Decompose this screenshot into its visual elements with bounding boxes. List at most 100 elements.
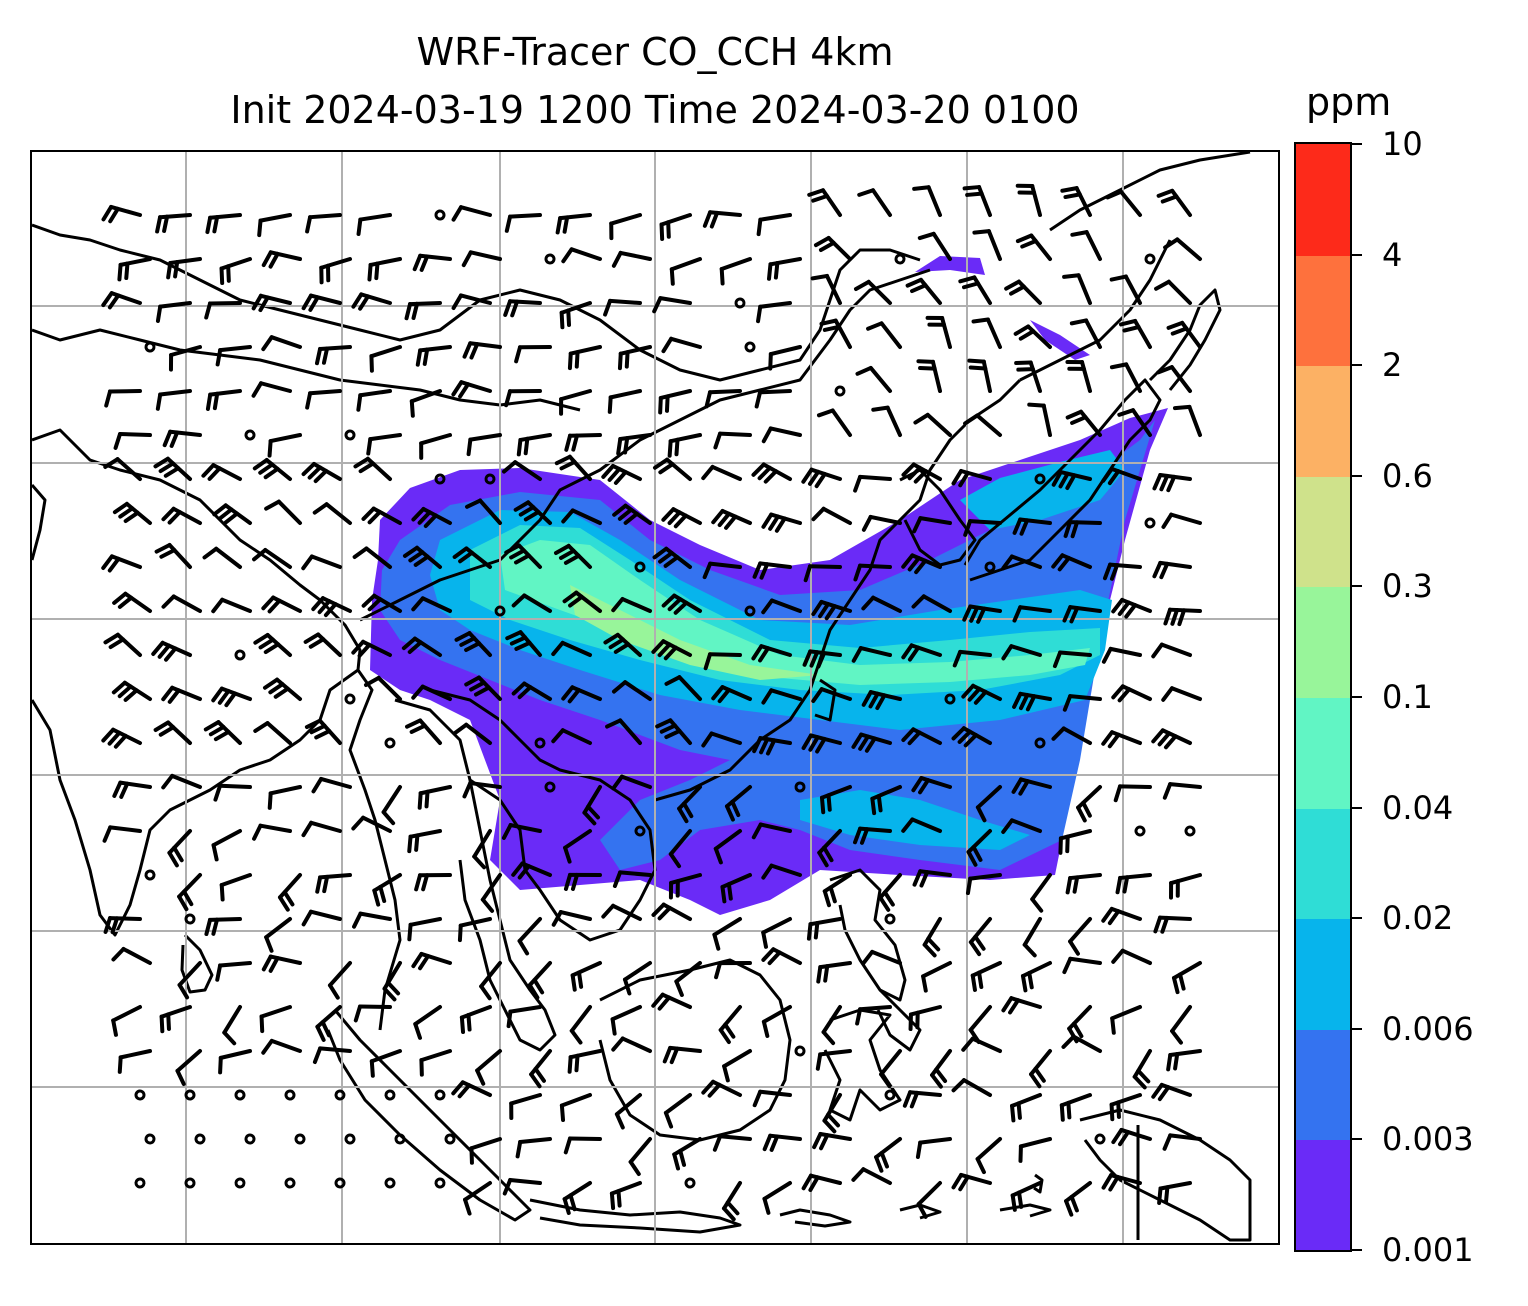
wind-barb xyxy=(668,829,692,869)
wind-barb xyxy=(878,873,902,912)
barb-feather xyxy=(161,506,176,522)
barb-shaft xyxy=(669,336,702,349)
coastline-segment xyxy=(1019,239,1172,382)
barb-feather xyxy=(224,691,237,708)
barb-feather xyxy=(1018,1144,1023,1163)
calm-wind-marker xyxy=(134,1089,146,1101)
barb-shaft xyxy=(1058,650,1092,657)
wind-barb xyxy=(752,561,792,580)
barb-feather xyxy=(1014,360,1033,366)
barb-feather xyxy=(409,723,427,734)
barb-feather xyxy=(917,231,936,241)
barb-feather xyxy=(719,266,725,286)
wind-barb xyxy=(655,718,692,745)
barb-shaft xyxy=(316,632,342,657)
barb-shaft xyxy=(569,1005,592,1033)
barb-feather xyxy=(1163,607,1173,626)
barb-feather xyxy=(464,675,482,687)
wind-barb xyxy=(1068,917,1092,956)
calm-circle xyxy=(1184,825,1196,837)
barb-shaft xyxy=(527,961,552,988)
barb-feather xyxy=(607,395,613,414)
wind-barb xyxy=(502,1177,542,1196)
barb-shaft xyxy=(219,873,252,888)
barb-shaft xyxy=(677,675,702,701)
barb-feather xyxy=(205,392,213,411)
calm-circle xyxy=(394,1133,406,1145)
barb-feather xyxy=(717,511,731,528)
barb-feather xyxy=(586,804,600,820)
wind-barb xyxy=(1027,402,1052,437)
barb-feather xyxy=(415,348,423,367)
barb-feather xyxy=(167,850,179,868)
wind-barb xyxy=(853,474,892,493)
barb-shaft xyxy=(1009,554,1042,569)
barb-shaft xyxy=(619,774,652,789)
barb-feather xyxy=(518,505,536,517)
barb-shaft xyxy=(529,1049,552,1077)
barb-shaft xyxy=(1016,279,1042,305)
barb-feather xyxy=(666,220,671,239)
barb-feather xyxy=(301,293,313,311)
wind-barb xyxy=(762,1133,802,1152)
barb-feather xyxy=(1118,318,1138,327)
barb-shaft xyxy=(420,684,452,701)
barb-feather xyxy=(811,506,826,522)
barb-shaft xyxy=(513,460,542,481)
barb-feather xyxy=(1109,563,1120,581)
barb-feather xyxy=(762,1133,773,1152)
barb-feather xyxy=(111,680,127,695)
wind-barb xyxy=(469,1137,502,1165)
barb-feather xyxy=(922,942,937,958)
barb-feather xyxy=(563,872,573,891)
barb-shaft xyxy=(1169,512,1202,525)
barb-feather xyxy=(326,263,331,283)
wind-barb xyxy=(1172,404,1202,437)
barb-feather xyxy=(110,916,120,935)
barb-feather xyxy=(202,546,219,560)
barb-shaft xyxy=(1022,917,1042,947)
barb-feather xyxy=(1059,1103,1065,1122)
barb-shaft xyxy=(821,188,842,217)
barb-feather xyxy=(418,954,431,971)
barb-feather xyxy=(361,593,377,608)
barb-feather xyxy=(973,934,986,951)
wind-barb xyxy=(612,503,652,525)
barb-feather xyxy=(217,507,234,521)
calm-wind-marker xyxy=(1094,1133,1106,1145)
barb-feather xyxy=(756,304,763,324)
barb-feather xyxy=(166,1012,171,1031)
wind-barb xyxy=(252,548,292,569)
barb-feather xyxy=(905,277,923,288)
barb-shaft xyxy=(123,591,152,613)
barb-feather xyxy=(101,291,114,308)
barb-feather xyxy=(1062,605,1073,623)
wind-barb xyxy=(722,1181,742,1222)
barb-feather xyxy=(111,946,126,962)
barb-feather xyxy=(1161,686,1175,702)
barb-feather xyxy=(1029,1072,1042,1089)
calm-circle xyxy=(144,1133,156,1145)
calm-wind-marker xyxy=(234,1089,246,1101)
barb-shaft xyxy=(568,1049,602,1060)
wind-barb xyxy=(301,554,342,571)
barb-feather xyxy=(822,889,831,908)
wind-barb xyxy=(356,389,392,412)
barb-feather xyxy=(1001,996,1014,1013)
barb-feather xyxy=(677,806,689,824)
wind-barb xyxy=(411,684,452,701)
wind-barb xyxy=(658,389,692,415)
wind-barb xyxy=(853,563,892,582)
barb-feather xyxy=(674,979,684,997)
wind-barb xyxy=(1015,183,1042,217)
barb-feather xyxy=(958,1174,970,1192)
barb-feather xyxy=(651,639,666,654)
barb-shaft xyxy=(408,917,442,927)
barb-feather xyxy=(301,820,314,838)
coastline-segment xyxy=(180,933,214,994)
barb-feather xyxy=(358,294,370,311)
barb-feather xyxy=(774,516,787,533)
barb-feather xyxy=(658,395,663,415)
barb-feather xyxy=(264,499,281,511)
barb-feather xyxy=(1063,192,1082,200)
